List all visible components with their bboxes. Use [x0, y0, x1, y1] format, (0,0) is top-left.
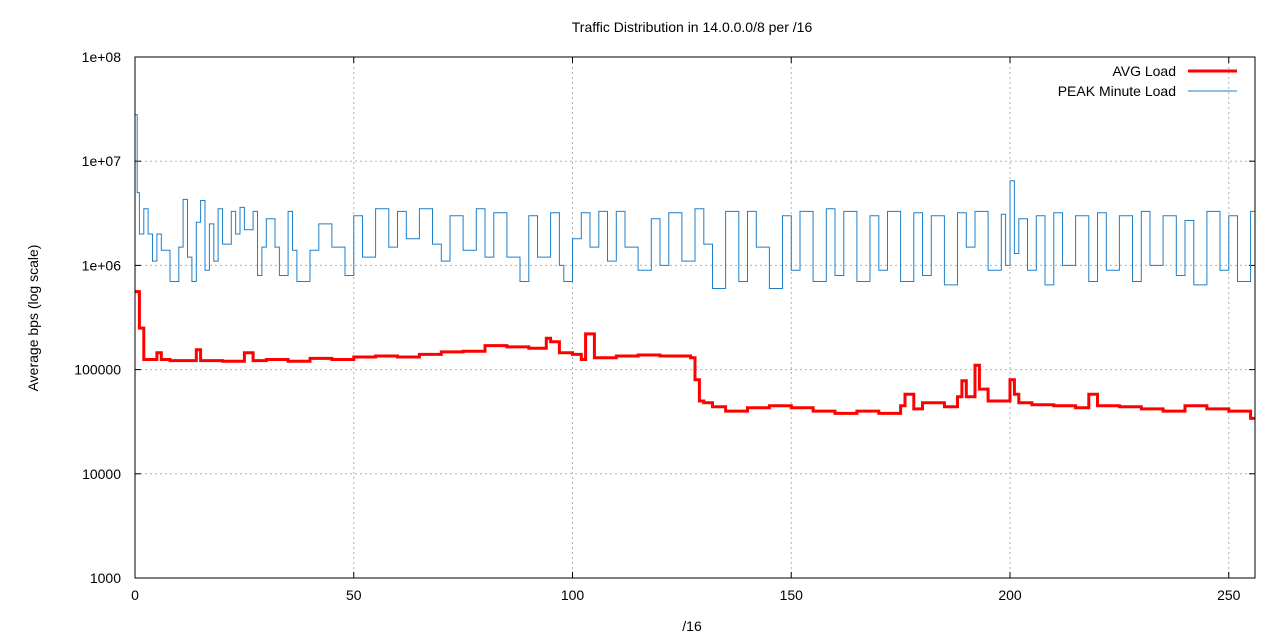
series-layer: [135, 114, 1255, 420]
y-tick-label: 1e+07: [82, 153, 122, 169]
legend-label: PEAK Minute Load: [1058, 83, 1176, 99]
axis-ticks: 0 50 100 150 200 250 1000 10000 100000 1e+06 1e+07…: [74, 49, 1255, 603]
x-tick-label: 250: [1217, 587, 1241, 603]
legend-label: AVG Load: [1112, 63, 1176, 79]
x-tick-label: 0: [131, 587, 139, 603]
y-tick-label: 1e+08: [82, 49, 122, 65]
x-tick-label: 50: [346, 587, 362, 603]
y-tick-label: 1e+06: [82, 257, 122, 273]
y-tick-label: 10000: [82, 466, 121, 482]
series-line-peak-minute-load: [135, 114, 1255, 289]
x-tick-label: 100: [561, 587, 585, 603]
x-tick-label: 200: [998, 587, 1022, 603]
y-tick-label: 1000: [90, 570, 121, 586]
plot-frame: [134, 56, 1256, 579]
chart-title: Traffic Distribution in 14.0.0.0/8 per /…: [572, 19, 813, 35]
series-line-avg-load: [135, 290, 1255, 420]
y-axis-label: Average bps (log scale): [25, 245, 41, 392]
x-axis-label: /16: [682, 618, 702, 634]
x-tick-label: 150: [780, 587, 804, 603]
grid-lines: [135, 57, 1255, 578]
legend: AVG Load PEAK Minute Load: [1058, 63, 1237, 99]
y-tick-label: 100000: [74, 362, 121, 378]
